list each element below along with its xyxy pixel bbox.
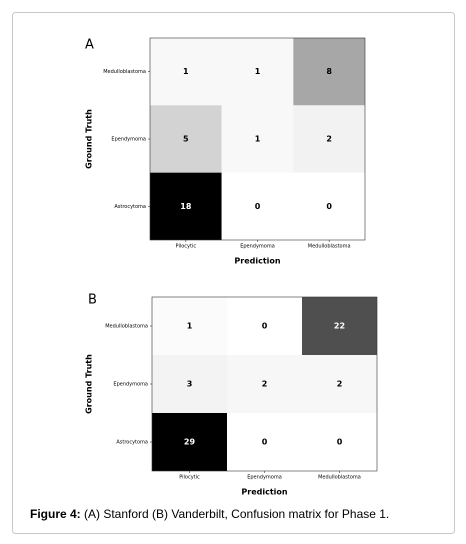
heatmap-cell: [227, 297, 302, 355]
x-tick-label: Pilocytic: [176, 244, 197, 250]
y-tick-label: Ependymoma: [113, 382, 148, 388]
cell-label: 0: [255, 202, 261, 211]
heatmap-cell: [221, 172, 294, 240]
y-tick-label: Ependymoma: [111, 137, 146, 143]
cell-label: 22: [334, 322, 345, 331]
cell-label: 1: [255, 67, 261, 76]
heatmap-cell: [150, 38, 222, 106]
heatmap-cell: [227, 355, 302, 413]
cell-label: 0: [326, 202, 332, 211]
caption-label: Figure 4:: [30, 507, 81, 521]
x-tick-label: Pilocytic: [179, 475, 200, 481]
heatmap-cell: [152, 355, 227, 413]
x-tick-label: Ependymoma: [240, 244, 275, 250]
heatmap-cell: [152, 413, 227, 471]
heatmap-cell: [293, 105, 365, 173]
caption: Figure 4: (A) Stanford (B) Vanderbilt, C…: [30, 507, 389, 521]
heatmap-cell: [221, 105, 294, 173]
cell-label: 29: [184, 438, 196, 447]
heatmap-cell: [221, 38, 294, 106]
cell-label: 1: [255, 135, 261, 144]
x-axis-label: Prediction: [241, 488, 288, 497]
cell-label: 1: [183, 67, 189, 76]
cell-label: 5: [183, 135, 189, 144]
y-tick-label: Astrocytoma: [116, 440, 148, 446]
x-axis-label: Prediction: [234, 257, 281, 266]
cell-label: 18: [180, 202, 192, 211]
heatmap-cell: [302, 297, 377, 355]
y-tick-label: Medulloblastoma: [105, 324, 148, 330]
cell-label: 3: [187, 380, 193, 389]
cell-label: 0: [262, 322, 268, 331]
heatmap-cell: [150, 105, 222, 173]
heatmap-cell: [293, 172, 365, 240]
heatmap-cell: [293, 38, 365, 106]
y-axis-label: Ground Truth: [85, 354, 94, 414]
cell-label: 8: [326, 67, 332, 76]
heatmap-cell: [227, 413, 302, 471]
y-tick-label: Astrocytoma: [114, 204, 146, 210]
cell-label: 2: [337, 380, 343, 389]
panel-label: A: [85, 38, 94, 53]
cell-label: 0: [262, 438, 268, 447]
caption-text: (A) Stanford (B) Vanderbilt, Confusion m…: [84, 507, 389, 521]
cell-label: 1: [187, 322, 193, 331]
heatmap-cell: [152, 297, 227, 355]
panel-label: B: [88, 293, 97, 308]
x-tick-label: Medulloblastoma: [308, 244, 351, 250]
y-axis-label: Ground Truth: [85, 109, 94, 169]
y-tick-label: Medulloblastoma: [103, 69, 146, 75]
x-tick-label: Ependymoma: [247, 475, 282, 481]
heatmap-cell: [302, 413, 377, 471]
heatmap-cell: [302, 355, 377, 413]
x-tick-label: Medulloblastoma: [318, 475, 361, 481]
cell-label: 2: [326, 135, 332, 144]
cell-label: 2: [262, 380, 268, 389]
heatmap-cell: [150, 172, 222, 240]
cell-label: 0: [337, 438, 343, 447]
